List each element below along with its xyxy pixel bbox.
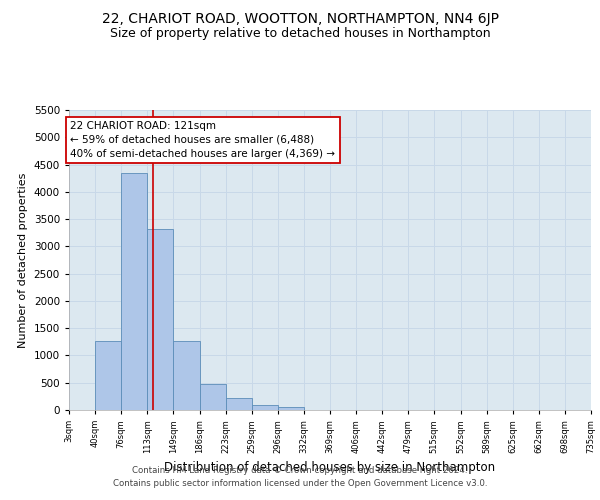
Text: 22 CHARIOT ROAD: 121sqm
← 59% of detached houses are smaller (6,488)
40% of semi: 22 CHARIOT ROAD: 121sqm ← 59% of detache… <box>70 121 335 159</box>
Text: 22, CHARIOT ROAD, WOOTTON, NORTHAMPTON, NN4 6JP: 22, CHARIOT ROAD, WOOTTON, NORTHAMPTON, … <box>101 12 499 26</box>
Y-axis label: Number of detached properties: Number of detached properties <box>18 172 28 348</box>
Bar <box>173 341 199 410</box>
Bar <box>95 342 121 410</box>
Bar <box>278 407 304 410</box>
Bar <box>121 172 148 410</box>
X-axis label: Distribution of detached houses by size in Northampton: Distribution of detached houses by size … <box>164 461 496 474</box>
Bar <box>251 405 278 410</box>
Text: Size of property relative to detached houses in Northampton: Size of property relative to detached ho… <box>110 28 490 40</box>
Bar <box>199 384 226 410</box>
Bar <box>226 398 251 410</box>
Bar <box>148 230 173 410</box>
Text: Contains HM Land Registry data © Crown copyright and database right 2024.
Contai: Contains HM Land Registry data © Crown c… <box>113 466 487 487</box>
